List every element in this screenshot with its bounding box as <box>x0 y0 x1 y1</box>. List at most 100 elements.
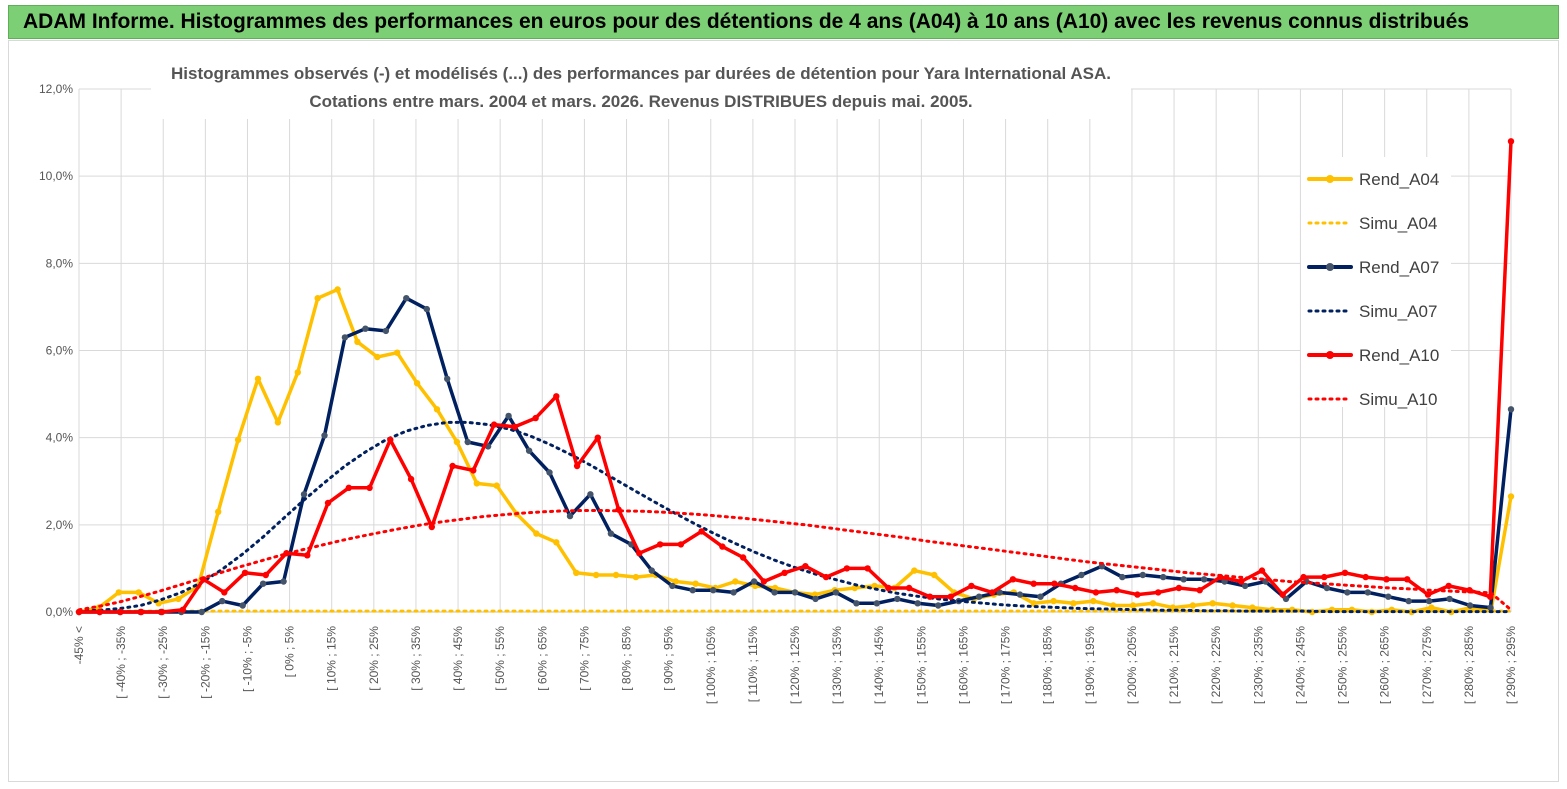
data-point-rend_a07 <box>403 295 410 302</box>
data-point-rend_a04 <box>931 571 938 579</box>
x-axis: -45% < [ -40% ; -35% [ -30% ; -25% [ -20% ;… <box>72 611 1518 704</box>
y-tick-label: 2,0% <box>46 518 74 532</box>
x-tick-label: [ 260% ; 265% <box>1378 626 1392 704</box>
x-tick-label: [ 180% ; 185% <box>1041 626 1055 704</box>
data-point-rend_a10 <box>1300 573 1307 581</box>
legend-background <box>1301 157 1451 407</box>
data-point-rend_a07 <box>791 589 799 596</box>
data-point-rend_a04 <box>354 338 361 345</box>
data-point-rend_a07 <box>1078 571 1085 579</box>
data-point-rend_a10 <box>1341 569 1349 576</box>
data-point-rend_a10 <box>926 593 934 600</box>
data-point-rend_a07 <box>1241 582 1249 590</box>
x-tick-label: [ 230% ; 235% <box>1251 626 1265 704</box>
data-point-rend_a04 <box>911 567 918 574</box>
series-line-rend_a10 <box>77 139 1513 614</box>
data-point-rend_a07 <box>280 578 287 585</box>
data-point-rend_a04 <box>1030 600 1037 607</box>
data-point-rend_a04 <box>1149 600 1157 607</box>
data-point-rend_a10 <box>636 550 643 557</box>
data-point-rend_a10 <box>1321 573 1328 581</box>
data-point-rend_a07 <box>1487 604 1494 611</box>
data-point-rend_a10 <box>1134 591 1141 598</box>
data-point-rend_a10 <box>428 523 435 531</box>
data-point-rend_a10 <box>387 436 394 443</box>
data-point-rend_a10 <box>138 608 145 616</box>
data-point-rend_a10 <box>490 421 498 428</box>
data-point-rend_a07 <box>198 608 205 616</box>
histogram-chart: 0,0% 2,0% 4,0% 6,0% 8,0% 10,0% 12,0% -45% < [ -… <box>39 57 1518 704</box>
data-point-rend_a07 <box>525 447 533 454</box>
x-tick-label: [ 140% ; 145% <box>872 626 886 704</box>
data-point-rend_a07 <box>935 602 942 609</box>
data-point-rend_a04 <box>692 580 699 587</box>
data-point-rend_a10 <box>989 589 996 596</box>
legend-label-simu_a07: Simu_A07 <box>1359 302 1437 321</box>
data-point-rend_a10 <box>698 528 705 535</box>
data-point-rend_a04 <box>1110 602 1117 609</box>
data-point-rend_a10 <box>739 554 747 561</box>
data-point-rend_a07 <box>975 593 983 600</box>
data-point-rend_a10 <box>947 593 954 600</box>
data-point-rend_a07 <box>648 567 655 574</box>
data-point-rend_a04 <box>871 582 878 590</box>
report-title: ADAM Informe. Histogrammes des performan… <box>23 10 1469 33</box>
data-point-rend_a10 <box>1507 138 1515 145</box>
y-tick-label: 8,0% <box>46 256 74 270</box>
data-point-rend_a04 <box>1129 602 1137 609</box>
data-point-rend_a10 <box>1238 578 1245 585</box>
data-point-rend_a07 <box>341 334 349 341</box>
data-point-rend_a07 <box>1119 573 1126 581</box>
data-point-rend_a04 <box>1090 597 1097 605</box>
y-axis: 0,0% 2,0% 4,0% 6,0% 8,0% 10,0% 12,0% <box>39 82 73 619</box>
series-layer <box>75 138 1515 616</box>
data-point-rend_a10 <box>117 608 124 616</box>
data-point-rend_a04 <box>493 482 500 489</box>
data-point-rend_a10 <box>366 484 373 491</box>
legend-marker-rend_a04 <box>1326 175 1334 183</box>
data-point-rend_a07 <box>362 325 369 332</box>
data-point-rend_a07 <box>321 432 328 439</box>
data-point-rend_a10 <box>304 552 311 559</box>
data-point-rend_a10 <box>573 462 581 470</box>
data-point-rend_a07 <box>853 600 860 607</box>
data-point-rend_a07 <box>1405 597 1412 605</box>
legend: Rend_A04 Simu_A04 Rend_A07 Simu_A07 Rend_A10… <box>1301 157 1451 409</box>
data-point-rend_a10 <box>1072 584 1079 592</box>
x-tick-label: [ -20% ; -15% <box>198 626 212 699</box>
data-point-rend_a10 <box>1383 576 1390 583</box>
x-tick-label: [ 10% ; 15% <box>325 626 339 691</box>
data-point-rend_a04 <box>215 508 222 515</box>
x-tick-label: [ 160% ; 165% <box>956 626 970 704</box>
data-point-rend_a10 <box>179 606 186 613</box>
data-point-rend_a10 <box>1445 582 1452 590</box>
x-tick-label: [ -10% ; -5% <box>240 626 254 692</box>
data-point-rend_a04 <box>573 569 580 576</box>
data-point-rend_a07 <box>894 595 901 603</box>
data-point-rend_a04 <box>553 539 560 546</box>
x-tick-label: [ 70% ; 75% <box>577 626 591 691</box>
data-point-rend_a10 <box>1092 589 1100 596</box>
data-point-rend_a04 <box>294 369 301 376</box>
data-point-rend_a10 <box>1030 580 1037 587</box>
data-point-rend_a04 <box>473 480 480 487</box>
data-point-rend_a04 <box>1507 493 1515 500</box>
data-point-rend_a10 <box>1009 576 1017 583</box>
data-point-rend_a10 <box>532 414 539 422</box>
x-tick-label: [ 110% ; 115% <box>746 626 760 703</box>
data-point-rend_a07 <box>1364 589 1372 596</box>
x-tick-label: [ 130% ; 135% <box>830 626 844 704</box>
x-tick-label: [ 280% ; 285% <box>1462 626 1476 704</box>
data-point-rend_a04 <box>1428 604 1435 611</box>
data-point-rend_a04 <box>1189 602 1197 609</box>
data-point-rend_a07 <box>1160 573 1167 581</box>
x-tick-label: [ -30% ; -25% <box>156 626 170 699</box>
data-point-rend_a10 <box>324 499 332 507</box>
data-point-rend_a07 <box>1426 597 1433 605</box>
data-point-rend_a04 <box>334 286 341 293</box>
data-point-rend_a07 <box>219 597 226 605</box>
data-point-rend_a07 <box>587 491 594 498</box>
chart-title-line-2: Cotations entre mars. 2004 et mars. 2026… <box>309 92 972 111</box>
chart-area: 0,0% 2,0% 4,0% 6,0% 8,0% 10,0% 12,0% -45% < [ -… <box>8 40 1559 782</box>
data-point-rend_a10 <box>1404 576 1411 583</box>
